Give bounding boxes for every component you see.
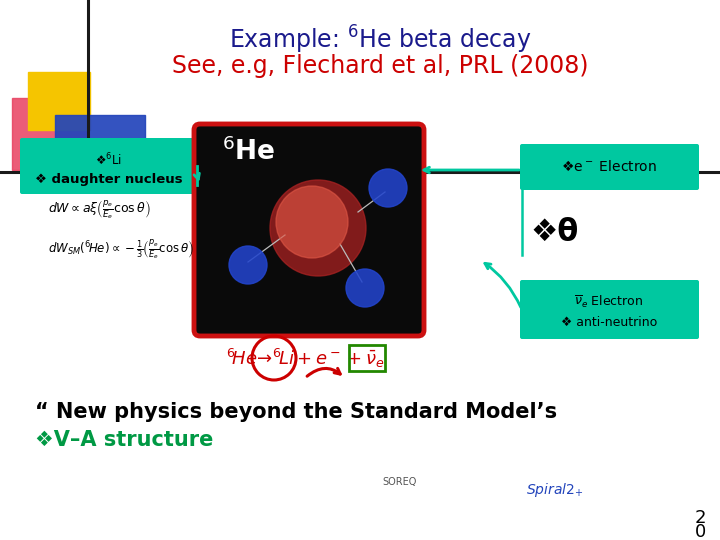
Text: $\overline{\nu}_e$ Electron: $\overline{\nu}_e$ Electron <box>575 294 644 310</box>
Text: 2: 2 <box>694 509 706 527</box>
FancyBboxPatch shape <box>520 280 699 339</box>
Text: $dW \propto a\xi\left(\frac{p_e}{E_e}\cos\theta\right)$: $dW \propto a\xi\left(\frac{p_e}{E_e}\co… <box>48 199 150 221</box>
Text: See, e.g, Flechard et al, PRL (2008): See, e.g, Flechard et al, PRL (2008) <box>172 54 588 78</box>
Text: ❖ daughter nucleus: ❖ daughter nucleus <box>35 172 183 186</box>
Bar <box>55 115 145 165</box>
Text: 0: 0 <box>694 523 706 540</box>
Text: $Spiral2_{+}$: $Spiral2_{+}$ <box>526 481 584 499</box>
Text: ❖$^6$Li: ❖$^6$Li <box>96 151 122 167</box>
FancyBboxPatch shape <box>520 144 699 190</box>
Text: ❖V–A structure: ❖V–A structure <box>35 430 213 450</box>
Circle shape <box>346 269 384 307</box>
Text: ❖ anti-neutrino: ❖ anti-neutrino <box>561 315 657 328</box>
FancyBboxPatch shape <box>194 124 424 336</box>
Circle shape <box>270 180 366 276</box>
Text: “ New physics beyond the Standard Model’s: “ New physics beyond the Standard Model’… <box>35 402 557 422</box>
Text: SOREQ: SOREQ <box>383 477 417 487</box>
Text: ❖θ: ❖θ <box>531 218 579 246</box>
Circle shape <box>369 169 407 207</box>
Text: $^6$He: $^6$He <box>222 138 276 166</box>
Circle shape <box>229 246 267 284</box>
Text: ❖e$^-$ Electron: ❖e$^-$ Electron <box>561 160 657 174</box>
Text: Example: $^6$He beta decay: Example: $^6$He beta decay <box>229 24 531 56</box>
Text: $^6\!He\!\rightarrow\!{^6\!Li}+e^-+\bar{\nu}_e$: $^6\!He\!\rightarrow\!{^6\!Li}+e^-+\bar{… <box>225 347 384 369</box>
Bar <box>28 72 90 130</box>
FancyBboxPatch shape <box>20 138 199 194</box>
Text: $dW_{SM}(^6\!He) \propto -\frac{1}{3}\left(\frac{p_e}{E_e}\cos\theta\right)$: $dW_{SM}(^6\!He) \propto -\frac{1}{3}\le… <box>48 239 194 261</box>
Bar <box>12 98 87 170</box>
Circle shape <box>276 186 348 258</box>
